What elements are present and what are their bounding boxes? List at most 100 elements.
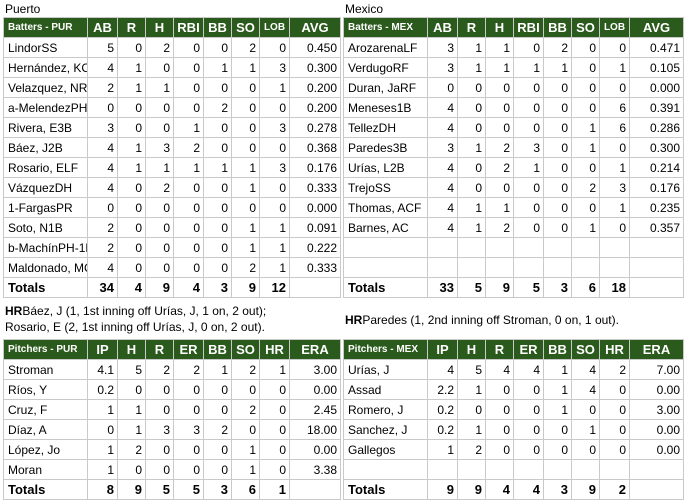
player-name-cell: a-MelendezPH (3, 97, 88, 118)
stat-cell: 3 (259, 157, 290, 178)
player-name-cell: Díaz, A (3, 419, 88, 440)
totals-cell (289, 277, 341, 298)
stat-cell: 1 (259, 257, 290, 278)
stat-cell: 1 (259, 217, 290, 238)
stat-cell: 0 (259, 97, 290, 118)
stat-cell: 0 (117, 459, 146, 480)
stat-cell: 1 (231, 217, 260, 238)
totals-cell: 4 (173, 277, 204, 298)
stat-cell: 0 (259, 379, 290, 400)
stat-cell: 2 (87, 217, 118, 238)
totals-label: Totals (3, 277, 88, 298)
stat-cell: 1 (117, 419, 146, 440)
stat-cell: 0 (173, 217, 204, 238)
stat-cell (427, 459, 458, 480)
stat-cell: 0 (117, 197, 146, 218)
batter-row: Maldonado, MC 4 0 0 0 0 2 1 0.333 (3, 257, 341, 278)
stat-cell: 0 (117, 117, 146, 138)
stat-cell: 0 (543, 137, 572, 158)
stat-cell: 0 (571, 97, 600, 118)
stat-cell: 0 (571, 37, 600, 58)
batter-row: Barnes, AC 4 1 2 0 0 1 0 0.357 (343, 217, 684, 238)
column-header-avg: AVG (289, 17, 341, 38)
stat-cell: 0 (145, 117, 174, 138)
stat-cell (629, 237, 684, 258)
stat-cell: 1 (117, 57, 146, 78)
stat-cell: 0 (457, 399, 486, 420)
batter-row: b-MachínPH-1B 2 0 0 0 0 1 1 0.222 (3, 237, 341, 258)
stat-cell: 0 (87, 197, 118, 218)
column-header-label: Pitchers - PUR (3, 339, 88, 360)
stat-cell: 1 (87, 459, 118, 480)
stat-cell: 0 (203, 177, 232, 198)
stat-cell: 7.00 (629, 359, 684, 380)
stat-cell: 0 (259, 137, 290, 158)
stat-cell: 0.300 (629, 137, 684, 158)
stat-cell: 0.00 (629, 419, 684, 440)
pitcher-row: Assad 2.2 1 0 0 1 4 0 0.00 (343, 379, 684, 400)
totals-cell: 2 (599, 479, 630, 500)
totals-cell: 4 (117, 277, 146, 298)
column-header-er: ER (173, 339, 204, 360)
stat-cell: 3 (259, 57, 290, 78)
stat-cell: 2 (231, 257, 260, 278)
stat-cell: 0 (543, 77, 572, 98)
pitcher-row: Cruz, F 1 1 0 0 0 2 0 2.45 (3, 399, 341, 420)
player-name-cell: Meneses1B (343, 97, 428, 118)
column-header-er: ER (513, 339, 544, 360)
stat-cell: 1 (457, 37, 486, 58)
stat-cell (457, 237, 486, 258)
stat-cell: 1 (203, 359, 232, 380)
column-header-r: R (457, 17, 486, 38)
hr-label: HR (5, 304, 23, 318)
stat-cell (427, 237, 458, 258)
totals-cell: 1 (259, 479, 290, 500)
stat-cell: 4 (427, 157, 458, 178)
stat-cell: 0 (599, 77, 630, 98)
stat-cell: 0 (231, 197, 260, 218)
column-header-so: SO (231, 339, 260, 360)
stat-cell: 2.45 (289, 399, 341, 420)
player-name-cell: 1-FargasPR (3, 197, 88, 218)
stat-cell: 2 (117, 439, 146, 460)
totals-cell: 8 (87, 479, 118, 500)
stat-cell: 3 (145, 137, 174, 158)
stat-cell: 1 (543, 57, 572, 78)
batter-row: Thomas, ACF 4 1 1 0 0 0 1 0.235 (343, 197, 684, 218)
stat-cell: 4 (427, 197, 458, 218)
pitcher-row: Gallegos 1 2 0 0 0 0 0 0.00 (343, 439, 684, 460)
stat-cell: 1 (485, 37, 514, 58)
batter-row: Velazquez, NRF 2 1 1 0 0 0 1 0.200 (3, 77, 341, 98)
stat-cell: 0 (173, 237, 204, 258)
batting-header-row: Batters - PUR AB R H RBI BB SO LOB AVG (3, 17, 341, 38)
stat-cell: 0 (203, 399, 232, 420)
batting-table-pur: Batters - PUR AB R H RBI BB SO LOB AVG LindorSS 5… (3, 17, 341, 298)
column-header-ab: AB (87, 17, 118, 38)
stat-cell: 1 (599, 157, 630, 178)
stat-cell: 2 (485, 217, 514, 238)
stat-cell: 1 (203, 57, 232, 78)
stat-cell: 0 (599, 399, 630, 420)
stat-cell: 1 (543, 359, 572, 380)
stat-cell: 0 (203, 257, 232, 278)
player-name-cell: Hernández, KC (3, 57, 88, 78)
stat-cell: 2 (87, 237, 118, 258)
stat-cell: 0 (87, 419, 118, 440)
stat-cell: 0 (457, 77, 486, 98)
stat-cell: 0 (173, 197, 204, 218)
stat-cell: 6 (599, 97, 630, 118)
column-header-ab: AB (427, 17, 458, 38)
pitcher-row (343, 459, 684, 480)
player-name-cell: Ríos, Y (3, 379, 88, 400)
stat-cell: 0 (173, 459, 204, 480)
totals-cell: 6 (571, 277, 600, 298)
player-name-cell: b-MachínPH-1B (3, 237, 88, 258)
stat-cell: 0 (543, 177, 572, 198)
batter-row: VázquezDH 4 0 2 0 0 1 0 0.333 (3, 177, 341, 198)
stat-cell: 4 (87, 177, 118, 198)
stat-cell: 0 (599, 217, 630, 238)
stat-cell: 0 (203, 217, 232, 238)
column-header-avg: AVG (629, 17, 684, 38)
stat-cell: 0 (543, 157, 572, 178)
stat-cell: 0 (173, 57, 204, 78)
